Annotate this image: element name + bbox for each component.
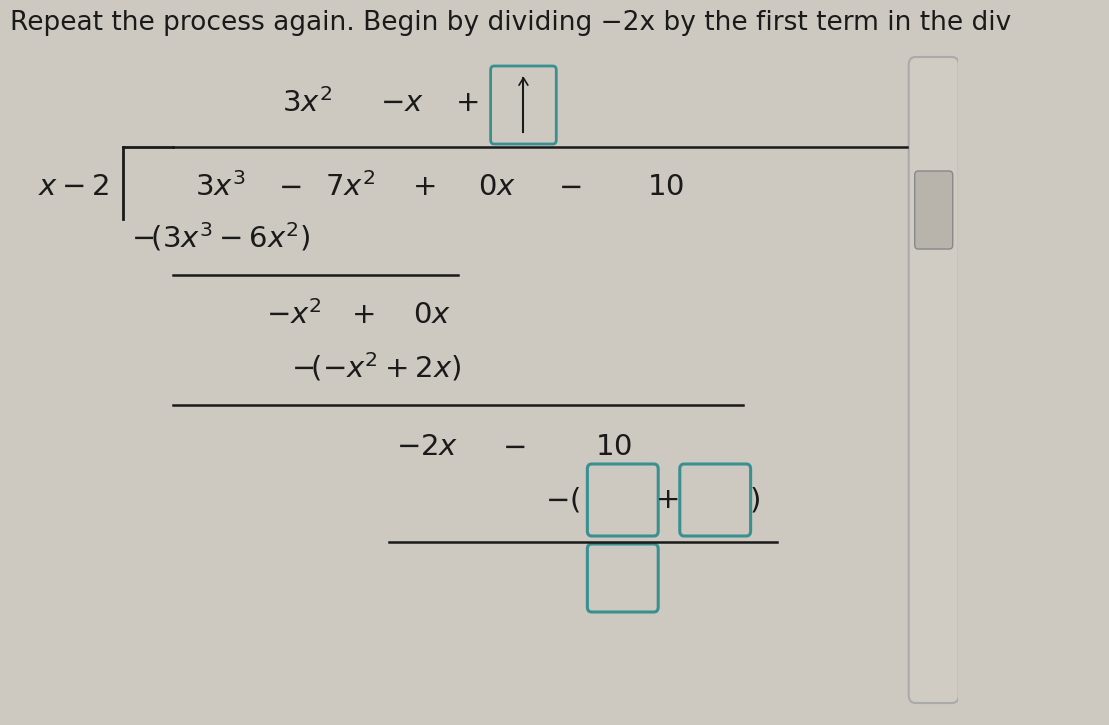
Text: $)$: $)$ <box>749 486 760 515</box>
FancyBboxPatch shape <box>908 57 959 703</box>
Text: $-x^2$: $-x^2$ <box>266 300 322 330</box>
Text: $-$: $-$ <box>277 173 301 201</box>
Text: $-x$: $-x$ <box>379 89 424 117</box>
Text: $3x^2$: $3x^2$ <box>282 88 332 118</box>
Text: $+$: $+$ <box>655 486 679 514</box>
Text: $-$: $-$ <box>559 173 582 201</box>
Text: $x-2$: $x-2$ <box>38 173 109 201</box>
Text: $3x^3$: $3x^3$ <box>195 172 245 202</box>
Text: $0x$: $0x$ <box>478 173 516 201</box>
Text: $0x$: $0x$ <box>413 301 451 329</box>
Text: Repeat the process again. Begin by dividing −2x by the first term in the div: Repeat the process again. Begin by divid… <box>10 10 1011 36</box>
Text: $+$: $+$ <box>352 301 375 329</box>
Text: $-\!\left(-x^2+2x\right)$: $-\!\left(-x^2+2x\right)$ <box>291 351 461 384</box>
Text: $10$: $10$ <box>594 433 632 461</box>
Text: $-\!\left(3x^3-6x^2\right)$: $-\!\left(3x^3-6x^2\right)$ <box>131 220 309 254</box>
Text: $-$: $-$ <box>502 433 526 461</box>
Text: $-($: $-($ <box>546 486 581 515</box>
FancyBboxPatch shape <box>588 464 659 536</box>
Text: $+$: $+$ <box>411 173 435 201</box>
Text: $7x^2$: $7x^2$ <box>325 172 375 202</box>
Text: $10$: $10$ <box>647 173 683 201</box>
FancyBboxPatch shape <box>490 66 557 144</box>
Text: $-2x$: $-2x$ <box>396 433 459 461</box>
Text: $+$: $+$ <box>455 89 478 117</box>
FancyBboxPatch shape <box>680 464 751 536</box>
FancyBboxPatch shape <box>915 171 953 249</box>
FancyBboxPatch shape <box>588 544 659 612</box>
